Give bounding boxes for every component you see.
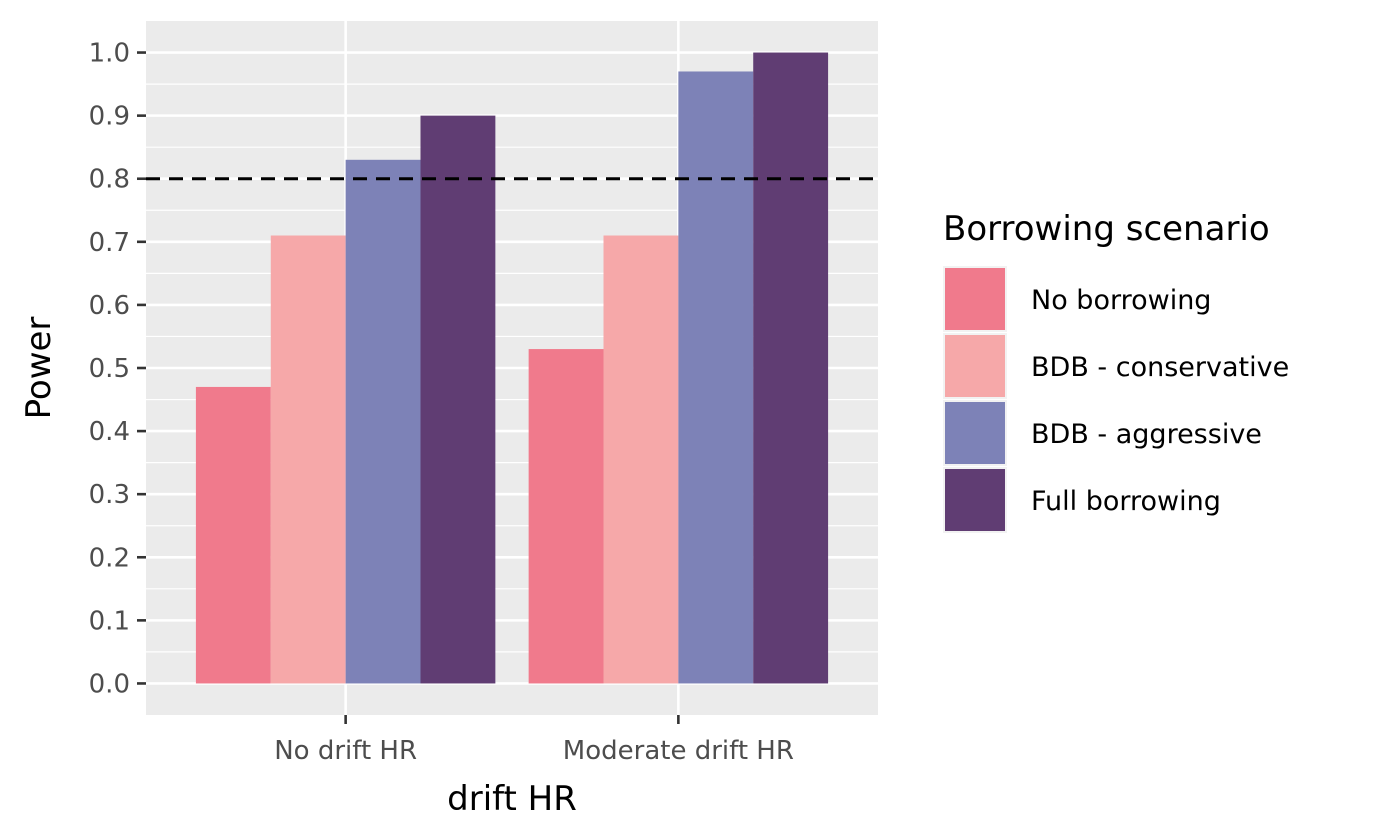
legend-title: Borrowing scenario <box>943 209 1270 249</box>
x-tick-label: No drift HR <box>274 736 417 766</box>
y-tick-label: 0.2 <box>89 543 130 573</box>
y-tick-label: 0.0 <box>89 669 130 699</box>
legend-swatch <box>945 335 1005 397</box>
bar <box>345 159 421 684</box>
y-tick-label: 0.3 <box>89 480 130 510</box>
y-tick-label: 0.6 <box>89 291 130 321</box>
y-tick-label: 0.4 <box>89 417 130 447</box>
legend-label: BDB - aggressive <box>1031 419 1262 450</box>
bar <box>420 115 496 684</box>
legend-label: BDB - conservative <box>1031 352 1289 383</box>
y-axis: 0.0 0.1 0.2 0.3 0.4 0.5 0.6 0.7 0.8 0.9 1.0 <box>89 39 146 699</box>
legend-label: Full borrowing <box>1031 486 1221 517</box>
bar <box>195 386 271 684</box>
y-tick-label: 0.5 <box>89 354 130 384</box>
bars <box>195 52 829 684</box>
y-tick-label: 0.9 <box>89 102 130 132</box>
y-axis-title: Power <box>19 317 59 420</box>
bar <box>603 235 679 684</box>
legend-swatch <box>945 402 1005 464</box>
x-axis-title: drift HR <box>447 779 577 819</box>
y-tick-label: 0.1 <box>89 606 130 636</box>
bar <box>678 71 754 684</box>
bar <box>528 349 604 684</box>
y-tick-label: 0.8 <box>89 165 130 195</box>
x-axis: No drift HR Moderate drift HR <box>274 715 794 766</box>
legend-swatch <box>945 469 1005 531</box>
bar <box>270 235 346 684</box>
x-tick-label: Moderate drift HR <box>563 736 794 766</box>
bar <box>753 52 829 684</box>
legend-swatch <box>945 268 1005 330</box>
legend: Borrowing scenario No borrowing BDB - con… <box>943 209 1289 533</box>
legend-label: No borrowing <box>1031 285 1211 316</box>
y-tick-label: 0.7 <box>89 228 130 258</box>
y-tick-label: 1.0 <box>89 39 130 69</box>
